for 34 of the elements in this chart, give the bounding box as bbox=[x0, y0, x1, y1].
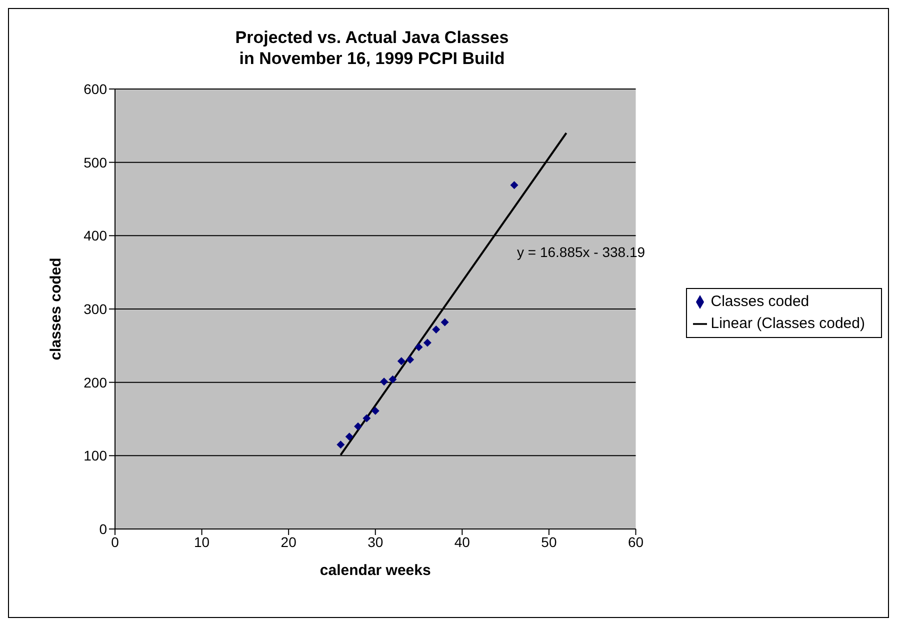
point bbox=[510, 181, 518, 190]
point bbox=[432, 326, 440, 334]
y-tick-label: 500 bbox=[84, 154, 108, 170]
x-tick-label: 50 bbox=[541, 534, 557, 550]
legend-label: Linear (Classes coded) bbox=[710, 315, 865, 332]
y-tick-label: 200 bbox=[84, 374, 108, 390]
x-tick-label: 0 bbox=[111, 534, 120, 550]
y-tick-label: 400 bbox=[84, 228, 108, 244]
y-axis-title: classes coded bbox=[47, 258, 64, 360]
point bbox=[380, 378, 388, 386]
chart-title: Projected vs. Actual Java Classes in November 16, 1999 PCPI Build bbox=[234, 27, 510, 69]
point bbox=[414, 343, 423, 352]
point bbox=[423, 338, 432, 347]
x-tick-label: 60 bbox=[628, 534, 644, 550]
y-tick-label: 600 bbox=[84, 80, 108, 97]
legend-label: Classes coded bbox=[710, 293, 810, 310]
point bbox=[388, 375, 397, 384]
point bbox=[362, 414, 371, 422]
y-tick-label: 0 bbox=[99, 520, 108, 537]
point bbox=[406, 356, 414, 364]
annotation: y = 16.885x - 338.19 bbox=[517, 244, 646, 260]
point bbox=[354, 422, 362, 430]
x-tick-label: 40 bbox=[454, 534, 470, 550]
y-tick-label: 100 bbox=[84, 448, 108, 464]
point bbox=[371, 406, 380, 415]
x-tick-label: 20 bbox=[280, 534, 297, 550]
point bbox=[397, 357, 406, 366]
x-tick-label: 30 bbox=[368, 534, 384, 550]
x-axis-title: calendar weeks bbox=[320, 562, 431, 579]
y-tick-label: 300 bbox=[84, 300, 108, 317]
point bbox=[336, 440, 345, 449]
point bbox=[440, 318, 449, 326]
x-tick-label: 10 bbox=[194, 534, 210, 550]
point bbox=[345, 432, 354, 441]
